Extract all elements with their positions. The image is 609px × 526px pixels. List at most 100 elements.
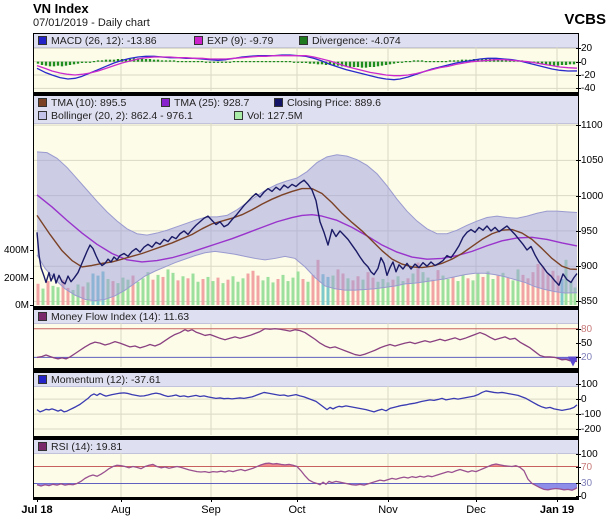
- momentum-legend: Momentum (12): -37.61: [34, 373, 578, 387]
- y-axis-label: 30: [581, 478, 593, 489]
- y-axis-label: 100: [581, 379, 598, 390]
- x-axis-tick: [297, 498, 298, 502]
- legend-label: Bollinger (20, 2): 862.4 - 976.1: [51, 109, 193, 122]
- legend-label: TMA (25): 928.7: [174, 96, 250, 109]
- y-axis-label: 950: [581, 226, 598, 237]
- panel-separator: [33, 497, 579, 499]
- macd-plot: [34, 47, 578, 91]
- y-axis-label: 0: [581, 57, 587, 68]
- y-axis-tick: [576, 399, 581, 400]
- legend-swatch: [194, 36, 203, 45]
- y-axis-tick: [576, 384, 581, 385]
- x-axis-tick: [476, 498, 477, 502]
- legend-swatch: [161, 98, 170, 107]
- legend-swatch: [38, 98, 47, 107]
- legend-label: Vol: 127.5M: [247, 109, 303, 122]
- volume-axis-tick: [30, 250, 34, 251]
- y-axis-label: 100: [581, 449, 598, 460]
- y-axis-label: 1100: [581, 120, 603, 131]
- y-axis-tick: [576, 88, 581, 89]
- y-axis-label: -40: [581, 83, 596, 94]
- legend-label: TMA (10): 895.5: [51, 96, 127, 109]
- x-axis-label-sep: Sep: [201, 504, 221, 516]
- legend-swatch: [38, 36, 47, 45]
- legend-label: Momentum (12): -37.61: [51, 373, 161, 386]
- rsi-plot: [34, 453, 578, 497]
- rsi-panel: RSI (14): 19.81: [33, 439, 579, 500]
- y-axis-tick: [576, 496, 581, 497]
- y-axis-label: 50: [581, 338, 593, 349]
- legend-label: Money Flow Index (14): 11.63: [51, 310, 190, 323]
- y-axis-tick: [576, 125, 581, 126]
- y-axis-tick: [576, 196, 581, 197]
- y-axis-label: 20: [581, 43, 593, 54]
- momentum-plot: [34, 386, 578, 435]
- y-axis-tick: [576, 483, 581, 484]
- y-axis-label: 20: [581, 352, 593, 363]
- legend-label: Divergence: -4.074: [312, 34, 401, 47]
- y-axis-tick: [576, 414, 581, 415]
- panel-separator: [33, 306, 579, 309]
- y-axis-tick: [576, 429, 581, 430]
- x-axis-label-jan-19: Jan 19: [539, 504, 575, 516]
- x-axis-label-nov: Nov: [378, 504, 398, 516]
- legend-swatch: [299, 36, 308, 45]
- legend-label: EXP (9): -9.79: [207, 34, 274, 47]
- momentum-panel: Momentum (12): -37.61: [33, 372, 579, 438]
- legend-label: Closing Price: 889.6: [287, 96, 381, 109]
- y-axis-tick: [576, 160, 581, 161]
- y-axis-tick: [576, 75, 581, 76]
- y-axis-tick: [576, 329, 581, 330]
- volume-axis-label: 200M: [3, 273, 29, 284]
- panel-separator: [33, 436, 579, 439]
- y-axis-tick: [576, 454, 581, 455]
- y-axis-label: -20: [581, 70, 596, 81]
- macd-panel: MACD (26, 12): -13.86 EXP (9): -9.79 Div…: [33, 33, 579, 94]
- legend-swatch: [274, 98, 283, 107]
- page-title: VN Index: [33, 1, 89, 16]
- x-axis-label-oct: Oct: [288, 504, 306, 516]
- legend-swatch: [234, 111, 243, 120]
- y-axis-label: 0: [581, 394, 587, 405]
- rsi-legend: RSI (14): 19.81: [34, 440, 578, 454]
- price-legend: TMA (10): 895.5 TMA (25): 928.7 Closing …: [34, 96, 578, 124]
- legend-swatch: [38, 442, 47, 451]
- legend-swatch: [38, 312, 47, 321]
- volume-axis-tick: [30, 278, 34, 279]
- legend-label: RSI (14): 19.81: [51, 440, 123, 453]
- x-axis-tick: [557, 498, 558, 502]
- y-axis-label: -200: [581, 424, 602, 435]
- legend-swatch: [38, 375, 47, 384]
- panel-separator: [33, 92, 579, 95]
- y-axis-tick: [576, 467, 581, 468]
- y-axis-label: 1050: [581, 155, 604, 166]
- y-axis-label: 850: [581, 296, 598, 307]
- price-plot: [34, 123, 578, 305]
- x-axis-tick: [121, 498, 122, 502]
- brand-logo: VCBS: [564, 11, 606, 28]
- mfi-legend: Money Flow Index (14): 11.63: [34, 310, 578, 324]
- y-axis-tick: [576, 357, 581, 358]
- y-axis-tick: [576, 343, 581, 344]
- y-axis-label: 70: [581, 462, 593, 473]
- y-axis-label: 80: [581, 324, 593, 335]
- x-axis-tick: [37, 498, 38, 502]
- chart-subtitle: 07/01/2019 - Daily chart: [33, 17, 150, 29]
- mfi-plot: [34, 323, 578, 367]
- y-axis-tick: [576, 48, 581, 49]
- y-axis-label: -100: [581, 409, 602, 420]
- legend-label: MACD (26, 12): -13.86: [51, 34, 157, 47]
- y-axis-tick: [576, 266, 581, 267]
- legend-swatch: [38, 111, 47, 120]
- y-axis-tick: [576, 301, 581, 302]
- x-axis-label-jul-18: Jul 18: [21, 504, 53, 516]
- volume-axis-label: 400M: [3, 245, 29, 256]
- y-axis-tick: [576, 62, 581, 63]
- y-axis-tick: [576, 231, 581, 232]
- panel-separator: [33, 368, 579, 372]
- x-axis-label-dec: Dec: [466, 504, 486, 516]
- volume-axis-label: 0M: [15, 300, 29, 311]
- x-axis-tick: [388, 498, 389, 502]
- x-axis-label-aug: Aug: [111, 504, 131, 516]
